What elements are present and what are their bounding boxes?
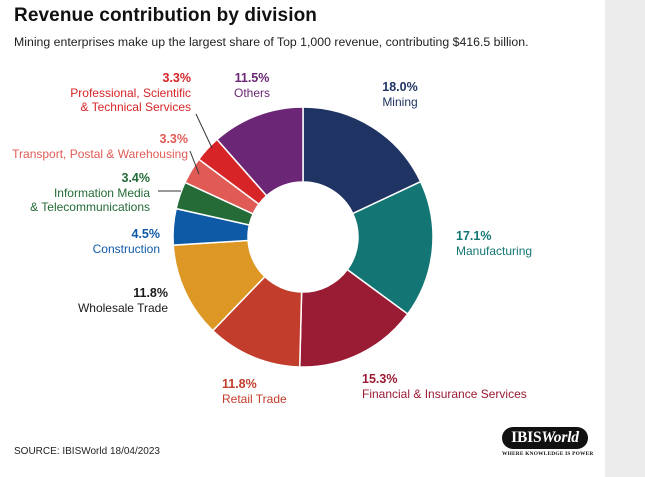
slice-manufacturing: [346, 180, 434, 316]
value-label-transport: 3.3%: [160, 132, 189, 146]
logo-name-main: IBIS: [511, 429, 542, 446]
category-label-mining: Mining: [382, 95, 417, 109]
slice-financial: [298, 268, 409, 368]
value-label-financial: 15.3%: [362, 372, 397, 386]
logo-tagline: WHERE KNOWLEDGE IS POWER: [502, 451, 594, 457]
logo-name-italic: World: [541, 429, 579, 446]
value-label-info-media: 3.4%: [122, 171, 151, 185]
value-label-retail: 11.8%: [222, 377, 257, 391]
leader-line-transport: [189, 150, 200, 175]
chart-panel: [0, 0, 605, 477]
value-label-construction: 4.5%: [132, 227, 161, 241]
category-label-info-media: & Telecommunications: [30, 200, 150, 214]
leader-line-professional: [195, 113, 213, 149]
category-label-others: Others: [234, 86, 270, 100]
slice-others: [215, 106, 304, 197]
logo-wordmark: IBISWorld: [502, 427, 588, 449]
category-label-retail: Retail Trade: [222, 392, 287, 406]
value-label-professional: 3.3%: [163, 71, 192, 85]
value-label-mining: 18.0%: [382, 80, 417, 94]
category-label-professional: Professional, Scientific: [70, 86, 191, 100]
category-label-construction: Construction: [93, 242, 160, 256]
page-margin: [605, 0, 645, 477]
category-label-financial: Financial & Insurance Services: [362, 387, 527, 401]
category-label-transport: Transport, Postal & Warehousing: [12, 147, 188, 161]
category-label-wholesale: Wholesale Trade: [78, 301, 168, 315]
value-label-others: 11.5%: [235, 71, 270, 85]
category-label-info-media: Information Media: [54, 186, 150, 200]
slice-mining: [302, 106, 422, 215]
value-label-manufacturing: 17.1%: [456, 229, 491, 243]
source-note: SOURCE: IBISWorld 18/04/2023: [14, 446, 160, 457]
value-label-wholesale: 11.8%: [133, 286, 168, 300]
ibisworld-logo: IBISWorld WHERE KNOWLEDGE IS POWER: [502, 427, 594, 461]
chart-title: Revenue contribution by division: [14, 5, 318, 26]
chart-subtitle: Mining enterprises make up the largest s…: [14, 35, 529, 49]
category-label-professional: & Technical Services: [81, 100, 192, 114]
category-label-manufacturing: Manufacturing: [456, 244, 532, 258]
donut-chart: 18.0%Mining 17.1%Manufacturing 15.3%Financ…: [12, 71, 532, 406]
